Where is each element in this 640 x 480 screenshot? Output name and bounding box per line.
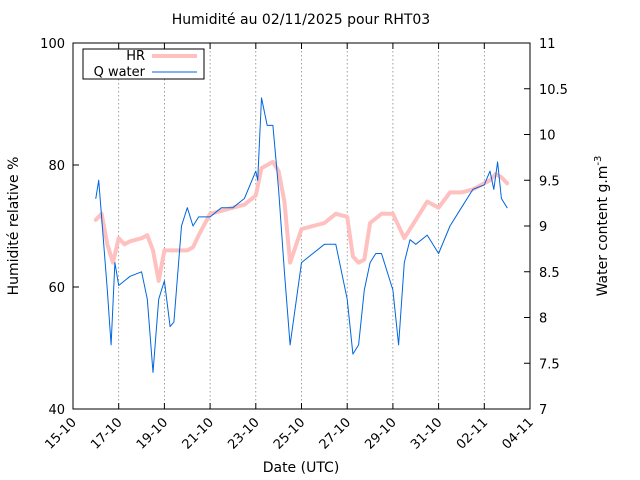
series-qwater-line: [95, 97, 508, 373]
x-tick-label: 31-10: [408, 415, 445, 452]
x-tick-label: 04-11: [500, 415, 537, 452]
y2-tick-label: 8.5: [539, 266, 560, 281]
x-tick-label: 19-10: [134, 415, 171, 452]
x-tick-label: 27-10: [317, 415, 354, 452]
x-tick-label: 23-10: [225, 415, 262, 452]
series-hr-line: [93, 159, 510, 283]
y2-tick-label: 8: [539, 312, 547, 327]
x-tick-label: 02-11: [454, 415, 491, 452]
y2-axis-label: Water content g.m-3: [593, 156, 611, 297]
legend: HR Q water: [82, 48, 205, 80]
plot-frame: [72, 42, 531, 410]
x-tick-label: 29-10: [362, 415, 399, 452]
x-grid: [118, 43, 485, 409]
y2-tick-label: 9: [539, 220, 547, 235]
y2-tick-label: 10: [539, 129, 556, 144]
chart-title: Humidité au 02/11/2025 pour RHT03: [172, 12, 430, 28]
y2-tick-label: 11: [539, 37, 556, 52]
y2-tick-label: 7.5: [539, 357, 560, 372]
y-tick-label: 60: [48, 281, 65, 296]
y2-tick-label: 7: [539, 403, 547, 418]
y-axis-label: Humidité relative %: [6, 157, 22, 296]
y2-tick-label: 9.5: [539, 174, 560, 189]
y2-axis-label-sup: -3: [593, 156, 604, 166]
x-tick-label: 15-10: [43, 415, 80, 452]
legend-label-hr: HR: [126, 49, 145, 64]
x-tick-label: 25-10: [271, 415, 308, 452]
y-tick-label: 80: [48, 159, 65, 174]
y-tick-label: 100: [40, 37, 65, 52]
y-tick-label: 40: [48, 403, 65, 418]
series-group: [93, 97, 510, 373]
x-tick-label: 17-10: [88, 415, 125, 452]
legend-label-qwater: Q water: [94, 65, 146, 80]
y2-tick-label: 10.5: [539, 83, 568, 98]
x-tick-label: 21-10: [180, 415, 217, 452]
axes: 15-10 17-10 19-10 21-10 23-10 25-10 27-10 29-10…: [40, 37, 568, 453]
x-axis-label: Date (UTC): [263, 460, 340, 476]
y2-axis-label-main: Water content g.m: [595, 166, 611, 297]
